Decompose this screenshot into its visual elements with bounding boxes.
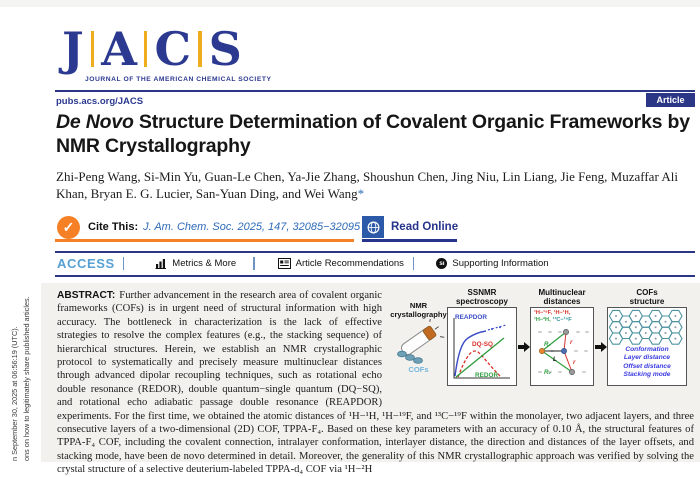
r2-distance-label: R₂ xyxy=(544,369,551,376)
l-distance-label: L xyxy=(553,356,557,363)
download-watermark: n September 30, 2025 at 06:56:19 (UTC). … xyxy=(9,296,32,461)
cite-underline xyxy=(55,239,354,242)
logo-letter: A xyxy=(101,22,137,76)
nuclei-pairs-red: ¹H−¹⁹F, ¹H−¹H, xyxy=(534,310,571,316)
article-title: De Novo Structure Determination of Coval… xyxy=(56,111,694,158)
separator xyxy=(122,257,125,270)
access-bar-top-divider xyxy=(55,251,695,253)
multinuclear-header: Multinuclear distances xyxy=(538,288,586,306)
cite-check-icon[interactable]: ✓ xyxy=(57,216,80,239)
nmr-crystallography-panel: NMR crystallography COFs xyxy=(390,289,447,399)
multinuclear-panel: Multinuclear distances ¹H−¹⁹F, ¹H−¹H, ¹H… xyxy=(530,288,594,399)
graphical-abstract: NMR crystallography COFs SSNMR spectrosc… xyxy=(390,288,694,399)
abstract-label: ABSTRACT: xyxy=(57,290,116,301)
recommendations-label: Article Recommendations xyxy=(295,258,404,269)
masthead-divider xyxy=(55,90,695,92)
corresponding-author-mark[interactable]: * xyxy=(357,186,365,201)
separator xyxy=(253,257,255,270)
globe-icon[interactable] xyxy=(362,216,384,238)
title-italic-part: De Novo xyxy=(56,111,134,133)
separator xyxy=(412,257,415,270)
gold-divider-bar xyxy=(198,31,202,67)
read-online-button[interactable]: Read Online xyxy=(391,221,459,233)
structure-feature: Layer distance xyxy=(623,354,671,362)
article-type-badge: Article xyxy=(646,93,695,107)
nuclei-pairs-line2: ¹H−²H, ¹³C−¹⁹F xyxy=(534,317,572,323)
structure-feature-labels: Conformation Layer distance Offset dista… xyxy=(608,346,686,380)
nmr-crystallography-label: NMR crystallography xyxy=(390,301,447,319)
reapdor-label: REAPDOR xyxy=(455,314,487,321)
gold-divider-bar xyxy=(143,31,148,67)
distance-vectors xyxy=(538,329,589,375)
cof-lattice: Conformation Layer distance Offset dista… xyxy=(607,307,687,386)
watermark-line: n September 30, 2025 at 06:56:19 (UTC). xyxy=(10,326,19,461)
author-list: Zhi-Peng Wang, Si-Min Yu, Guan-Le Chen, … xyxy=(56,168,692,202)
supporting-info-label: Supporting Information xyxy=(452,258,549,269)
structure-feature: Offset distance xyxy=(623,362,671,370)
journal-url-link[interactable]: pubs.acs.org/JACS xyxy=(56,96,144,107)
supporting-information-link[interactable]: sı Supporting Information xyxy=(436,258,549,269)
r1-distance-label: R₁ xyxy=(544,341,551,348)
logo-letter: J xyxy=(62,22,84,76)
top-strip xyxy=(0,0,700,7)
ssnmr-header: SSNMR spectroscopy xyxy=(455,288,509,306)
logo-letter: S xyxy=(208,22,242,76)
access-bar-bottom-divider xyxy=(55,275,695,277)
author-names: Zhi-Peng Wang, Si-Min Yu, Guan-Le Chen, … xyxy=(56,169,678,201)
metrics-and-more-link[interactable]: Metrics & More xyxy=(155,258,236,269)
r-distance-label: r xyxy=(570,339,573,346)
distances-diagram: ¹H−¹⁹F, ¹H−¹H, ¹H−²H, ¹³C−¹⁹F xyxy=(530,307,594,386)
jacs-logo: J A C S xyxy=(62,26,242,72)
logo-letter: C xyxy=(154,22,192,76)
watermark-line: ons on how to legitimately share publish… xyxy=(21,296,31,461)
nmr-rotor-icon xyxy=(396,319,444,364)
title-rest-part: Structure Determination of Covalent Orga… xyxy=(56,111,690,157)
cofs-sample-label: COFs xyxy=(408,365,429,375)
circle-si-icon: sı xyxy=(436,258,448,269)
structure-feature: Conformation xyxy=(625,346,669,353)
access-link[interactable]: ACCESS xyxy=(57,256,115,271)
dq-sq-label: DQ-SQ xyxy=(472,341,493,348)
gold-divider-bar xyxy=(90,31,95,67)
ssnmr-panel: SSNMR spectroscopy REAPDOR DQ-SQ REDOR xyxy=(447,288,517,399)
article-recommendations-link[interactable]: Article Recommendations xyxy=(277,258,404,269)
metrics-label: Metrics & More xyxy=(172,258,237,269)
cite-this-label: Cite This: xyxy=(88,221,139,233)
structure-feature: Stacking mode xyxy=(623,371,671,379)
read-online-underline xyxy=(362,239,457,242)
bar-chart-icon xyxy=(155,259,167,269)
honeycomb-lattice-icon xyxy=(608,309,683,345)
cofs-structure-header: COFs structure xyxy=(629,288,665,306)
citation-link[interactable]: J. Am. Chem. Soc. 2025, 147, 32085−32095 xyxy=(143,221,361,233)
abstract-text: Further advancement in the research area… xyxy=(57,290,694,476)
right-arrow-icon xyxy=(594,341,607,399)
right-arrow-icon xyxy=(517,341,530,399)
journal-subtitle: JOURNAL OF THE AMERICAN CHEMICAL SOCIETY xyxy=(85,76,272,83)
r-distance-label: r xyxy=(573,359,576,366)
abstract-section: NMR crystallography COFs SSNMR spectrosc… xyxy=(57,288,694,477)
access-bar: ACCESS Metrics & More Article Recommenda… xyxy=(57,255,693,272)
ssnmr-curves xyxy=(453,318,510,379)
redor-label: REDOR xyxy=(475,371,499,379)
cite-this-line: Cite This: J. Am. Chem. Soc. 2025, 147, 3… xyxy=(88,221,360,233)
cofs-structure-panel: COFs structure xyxy=(607,288,687,399)
article-doc-icon xyxy=(277,258,291,269)
ssnmr-plot: REAPDOR DQ-SQ REDOR xyxy=(447,307,517,386)
